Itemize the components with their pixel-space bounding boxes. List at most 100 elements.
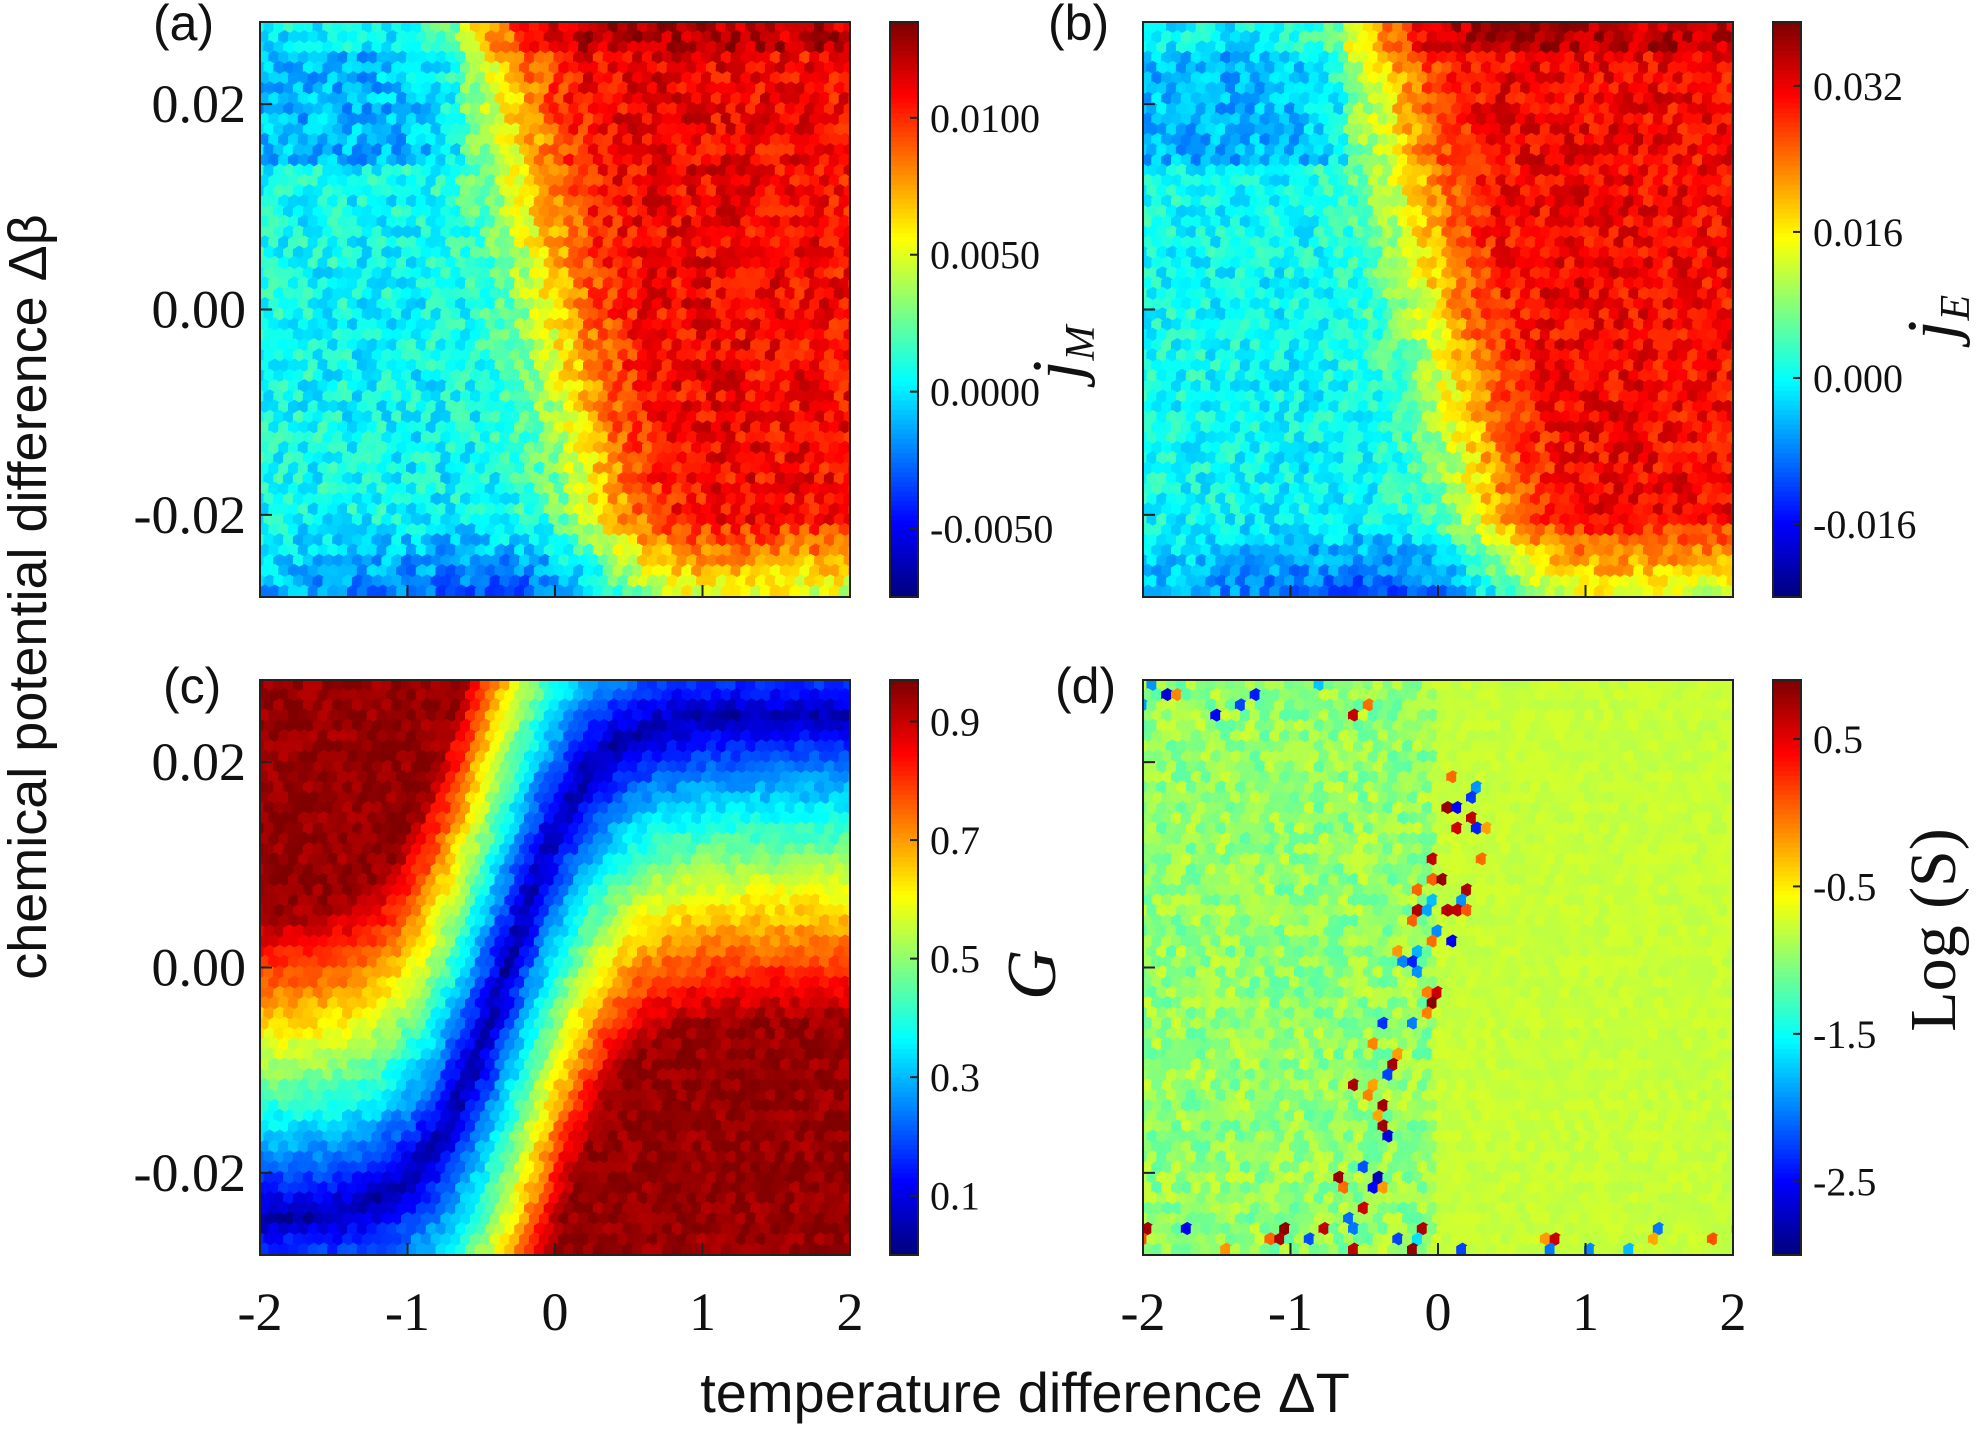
heatmap-cell (322, 19, 336, 35)
heatmap-cell (327, 71, 341, 86)
heatmap-cell (587, 81, 601, 97)
heatmap-cell (455, 71, 468, 86)
heatmap-cell (558, 81, 572, 97)
heatmap-cell (701, 50, 714, 66)
heatmap-cell (750, 50, 763, 66)
heatmap-cell (833, 81, 847, 97)
panel-a: 0.020.00-0.02 (a) 0.01000.00500.0000-0.0… (134, 0, 1104, 637)
heatmap-cell (415, 30, 429, 45)
heatmap-cell (361, 40, 375, 56)
heatmap-cell (366, 91, 380, 107)
heatmap-cell (386, 91, 400, 107)
heatmap-cell (288, 91, 301, 107)
heatmap-cell (292, 81, 306, 97)
heatmap-cell (420, 60, 434, 76)
heatmap-cell (312, 40, 326, 56)
heatmap-cell (528, 19, 542, 35)
heatmap-cell (450, 60, 464, 76)
heatmap-cell (730, 30, 744, 45)
heatmap-cell (519, 81, 532, 97)
heatmap-cell (524, 71, 537, 86)
heatmap-cell (469, 81, 483, 97)
heatmap-cell (465, 30, 478, 45)
heatmap-cell (715, 40, 729, 56)
heatmap-cell (548, 60, 562, 76)
heatmap-cell (804, 60, 818, 76)
heatmap-cell (583, 71, 596, 86)
heatmap-cell (568, 60, 582, 76)
heatmap-cell (720, 71, 734, 86)
heatmap-cell (499, 19, 513, 35)
heatmap-cell (592, 71, 606, 86)
heatmap-cell (332, 19, 346, 35)
heatmap-cell (656, 60, 670, 76)
heatmap-cell (602, 50, 616, 66)
heatmap-cell (445, 50, 459, 66)
heatmap-cell (651, 71, 665, 86)
heatmap-cell (646, 81, 660, 97)
heatmap-cell (381, 40, 395, 56)
heatmap-cell (371, 19, 385, 35)
heatmap-cell (351, 19, 365, 35)
heatmap-cell (819, 50, 832, 66)
heatmap-cell (735, 81, 749, 97)
heatmap-cell (337, 30, 350, 45)
heatmap-cell (312, 19, 326, 35)
heatmap-cell (288, 50, 301, 66)
heatmap-cell (681, 50, 695, 66)
colorbar-label-a: jM (1019, 324, 1104, 388)
heatmap-cell (607, 19, 621, 35)
heatmap-cell (302, 40, 316, 56)
heatmap-cell (283, 40, 296, 56)
heatmap-cell (396, 50, 409, 66)
heatmap-cell (425, 71, 439, 86)
heatmap-cell (671, 71, 685, 86)
heatmap-cell (705, 19, 719, 35)
heatmap-cell (612, 30, 626, 45)
mask (220, 0, 890, 22)
heatmap-cell (371, 81, 385, 97)
colorbar-tick-label: 0.0100 (930, 96, 1040, 141)
heatmap-cell (779, 71, 793, 86)
heatmap-cell (735, 60, 749, 76)
heatmap-cell (489, 19, 503, 35)
heatmap-cell (646, 40, 660, 56)
heatmap-cell (327, 50, 341, 66)
heatmap-cell (386, 30, 400, 45)
heatmap-cell (430, 40, 444, 56)
y-tick-label: -0.02 (134, 485, 246, 545)
heatmap-cell (823, 19, 837, 35)
heatmap-cell (725, 19, 739, 35)
heatmap-cell (484, 71, 498, 86)
heatmap-cell (450, 40, 464, 56)
heatmap-cell (366, 30, 380, 45)
heatmap-cell (361, 19, 375, 35)
heatmap-cell (268, 91, 282, 107)
heatmap-cell (622, 50, 636, 66)
heatmap-cell (583, 30, 596, 45)
heatmap-cell (263, 40, 277, 56)
heatmap-cell (578, 40, 591, 56)
heatmap-cell (381, 81, 395, 97)
heatmap-cell (592, 50, 606, 66)
heatmap-cell (666, 40, 680, 56)
heatmap-cell (351, 81, 365, 97)
heatmap-cell (799, 71, 813, 86)
heatmap-cell (460, 60, 473, 76)
heatmap-cell (489, 40, 503, 56)
heatmap-cell (686, 81, 700, 97)
heatmap-cell (833, 40, 847, 56)
heatmap-cell (283, 60, 296, 76)
heatmap-cell (760, 50, 773, 66)
heatmap-cell (509, 60, 523, 76)
heatmap-cell (543, 50, 557, 66)
heatmap-cell (764, 60, 778, 76)
heatmap-cell (302, 19, 316, 35)
heatmap-cell (489, 81, 503, 97)
heatmap-cell (533, 50, 547, 66)
heatmap-cell (755, 81, 768, 97)
heatmap-cell (725, 40, 739, 56)
heatmap-cell (391, 81, 405, 97)
heatmap-cell (558, 40, 572, 56)
heatmap-cell (307, 71, 321, 86)
